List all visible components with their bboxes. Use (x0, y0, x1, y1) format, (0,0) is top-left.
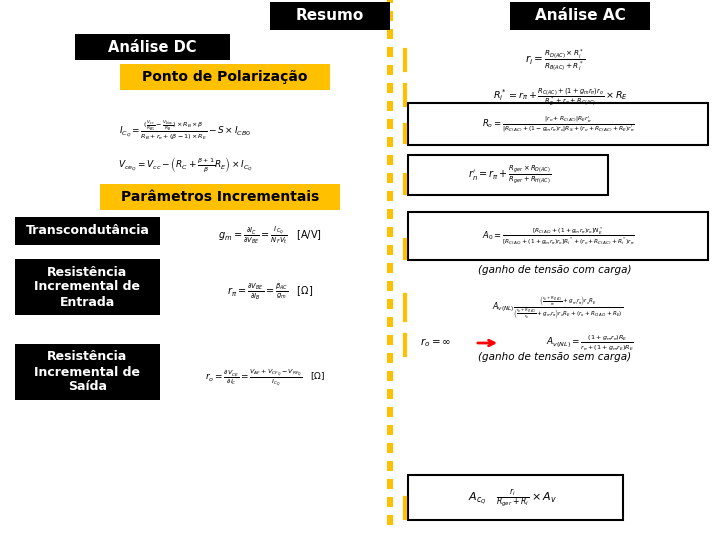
Text: $I_{C_Q} = \frac{(\frac{V_{cc}}{R_{B1}} - \frac{V_{bias}}{R_B}) \times R_B \time: $I_{C_Q} = \frac{(\frac{V_{cc}}{R_{B1}} … (119, 119, 251, 141)
Text: $r_n' = r_\pi + \frac{R_{ger} \times R_{D(AC)}}{R_{ger} + R_{H(AC)}}$: $r_n' = r_\pi + \frac{R_{ger} \times R_{… (469, 164, 552, 186)
FancyBboxPatch shape (15, 217, 160, 245)
Text: Análise DC: Análise DC (108, 39, 197, 55)
Text: $R_o = \frac{|r_o + R_{C(AC)}| R_E r_\pi'}{|R_{C(AC)} + (1 - g_m r_\pi) r_o| R_S: $R_o = \frac{|r_o + R_{C(AC)}| R_E r_\pi… (482, 114, 634, 134)
FancyBboxPatch shape (387, 389, 393, 399)
FancyBboxPatch shape (75, 34, 230, 60)
FancyBboxPatch shape (387, 299, 393, 309)
Text: $g_m = \frac{\partial I_C}{\partial V_{BE}} = \frac{I_{C_Q}}{N_F V_t}$   [A/V]: $g_m = \frac{\partial I_C}{\partial V_{B… (218, 224, 322, 246)
FancyBboxPatch shape (120, 64, 330, 90)
FancyBboxPatch shape (387, 119, 393, 129)
Text: $V_{ce_Q} = V_{cc} - \left(R_C + \frac{\beta+1}{\beta} R_E\right) \times I_{C_Q}: $V_{ce_Q} = V_{cc} - \left(R_C + \frac{\… (117, 156, 253, 174)
FancyBboxPatch shape (387, 137, 393, 147)
Text: $r_i = \frac{R_{D(AC)} \times R_i^*}{R_{B(AC)} + R_i^*}$: $r_i = \frac{R_{D(AC)} \times R_i^*}{R_{… (525, 47, 585, 73)
FancyBboxPatch shape (387, 317, 393, 327)
Text: $A_{c_Q} \quad \frac{r_i}{R_{ger} + R_i} \times A_v$: $A_{c_Q} \quad \frac{r_i}{R_{ger} + R_i}… (467, 487, 557, 509)
Text: Resistência
Incremental de
Entrada: Resistência Incremental de Entrada (35, 266, 140, 308)
FancyBboxPatch shape (408, 155, 608, 195)
FancyBboxPatch shape (387, 209, 393, 219)
FancyBboxPatch shape (387, 425, 393, 435)
FancyBboxPatch shape (387, 65, 393, 75)
FancyBboxPatch shape (387, 101, 393, 111)
Text: $r_o = \infty$: $r_o = \infty$ (420, 336, 451, 349)
FancyBboxPatch shape (387, 173, 393, 183)
FancyBboxPatch shape (387, 371, 393, 381)
FancyBboxPatch shape (15, 344, 160, 400)
FancyBboxPatch shape (100, 184, 340, 210)
FancyBboxPatch shape (387, 353, 393, 363)
Text: Análise AC: Análise AC (535, 9, 626, 24)
FancyBboxPatch shape (387, 443, 393, 453)
FancyBboxPatch shape (387, 227, 393, 237)
Text: (ganho de tensão sem carga): (ganho de tensão sem carga) (478, 352, 631, 362)
FancyBboxPatch shape (387, 47, 393, 57)
Text: Ponto de Polarização: Ponto de Polarização (143, 70, 307, 84)
FancyBboxPatch shape (387, 155, 393, 165)
Text: Parâmetros Incrementais: Parâmetros Incrementais (121, 190, 319, 204)
FancyBboxPatch shape (387, 479, 393, 489)
Text: (ganho de tensão com carga): (ganho de tensão com carga) (478, 265, 631, 275)
Text: $A_{v(NL)} \frac{\left(\frac{r_o + R_{C(AC)}}{r_o} + g_m r_\pi\right) r_o R_E}{\: $A_{v(NL)} \frac{\left(\frac{r_o + R_{C(… (492, 295, 624, 321)
FancyBboxPatch shape (387, 245, 393, 255)
Text: $r_o = \frac{\partial V_{CE}}{\partial I_C} = \frac{V_{AF} + V_{CF_Q} - V_{RF_Q}: $r_o = \frac{\partial V_{CE}}{\partial I… (205, 367, 325, 389)
Text: Resumo: Resumo (296, 9, 364, 24)
FancyBboxPatch shape (387, 281, 393, 291)
FancyBboxPatch shape (408, 103, 708, 145)
FancyBboxPatch shape (15, 259, 160, 315)
FancyBboxPatch shape (387, 0, 393, 3)
FancyBboxPatch shape (387, 29, 393, 39)
FancyBboxPatch shape (387, 11, 393, 21)
FancyBboxPatch shape (510, 2, 650, 30)
FancyBboxPatch shape (387, 407, 393, 417)
Text: $A_0 = \frac{[R_{C(AC)} + (1 + g_m r_\pi) r_o] N_E^*}{[R_{C(AC)} + (1 + g_m r_\p: $A_0 = \frac{[R_{C(AC)} + (1 + g_m r_\pi… (482, 225, 634, 247)
FancyBboxPatch shape (387, 263, 393, 273)
Text: Transcondutância: Transcondutância (26, 225, 150, 238)
FancyBboxPatch shape (387, 515, 393, 525)
FancyBboxPatch shape (387, 335, 393, 345)
FancyBboxPatch shape (408, 212, 708, 260)
FancyBboxPatch shape (387, 83, 393, 93)
FancyBboxPatch shape (387, 191, 393, 201)
Text: Resistência
Incremental de
Saída: Resistência Incremental de Saída (35, 350, 140, 394)
Text: $R_i^* = r_\pi + \frac{R_{C(AC)} + (1 + g_m r_\pi) r_o}{R_E^* + r_o + R_{C(AC)}}: $R_i^* = r_\pi + \frac{R_{C(AC)} + (1 + … (492, 86, 627, 108)
FancyBboxPatch shape (408, 475, 623, 520)
FancyBboxPatch shape (387, 461, 393, 471)
Text: $A_{v(NL)} = \frac{(1 + g_m r_\pi) R_E}{r_\pi + (1 + g_m r_E) R_E}$: $A_{v(NL)} = \frac{(1 + g_m r_\pi) R_E}{… (546, 334, 634, 353)
Text: $r_\pi = \frac{\partial V_{BE}}{\partial I_B} = \frac{\beta_{AC}}{g_m}$   [$\Ome: $r_\pi = \frac{\partial V_{BE}}{\partial… (227, 281, 313, 302)
FancyBboxPatch shape (387, 497, 393, 507)
FancyBboxPatch shape (270, 2, 390, 30)
